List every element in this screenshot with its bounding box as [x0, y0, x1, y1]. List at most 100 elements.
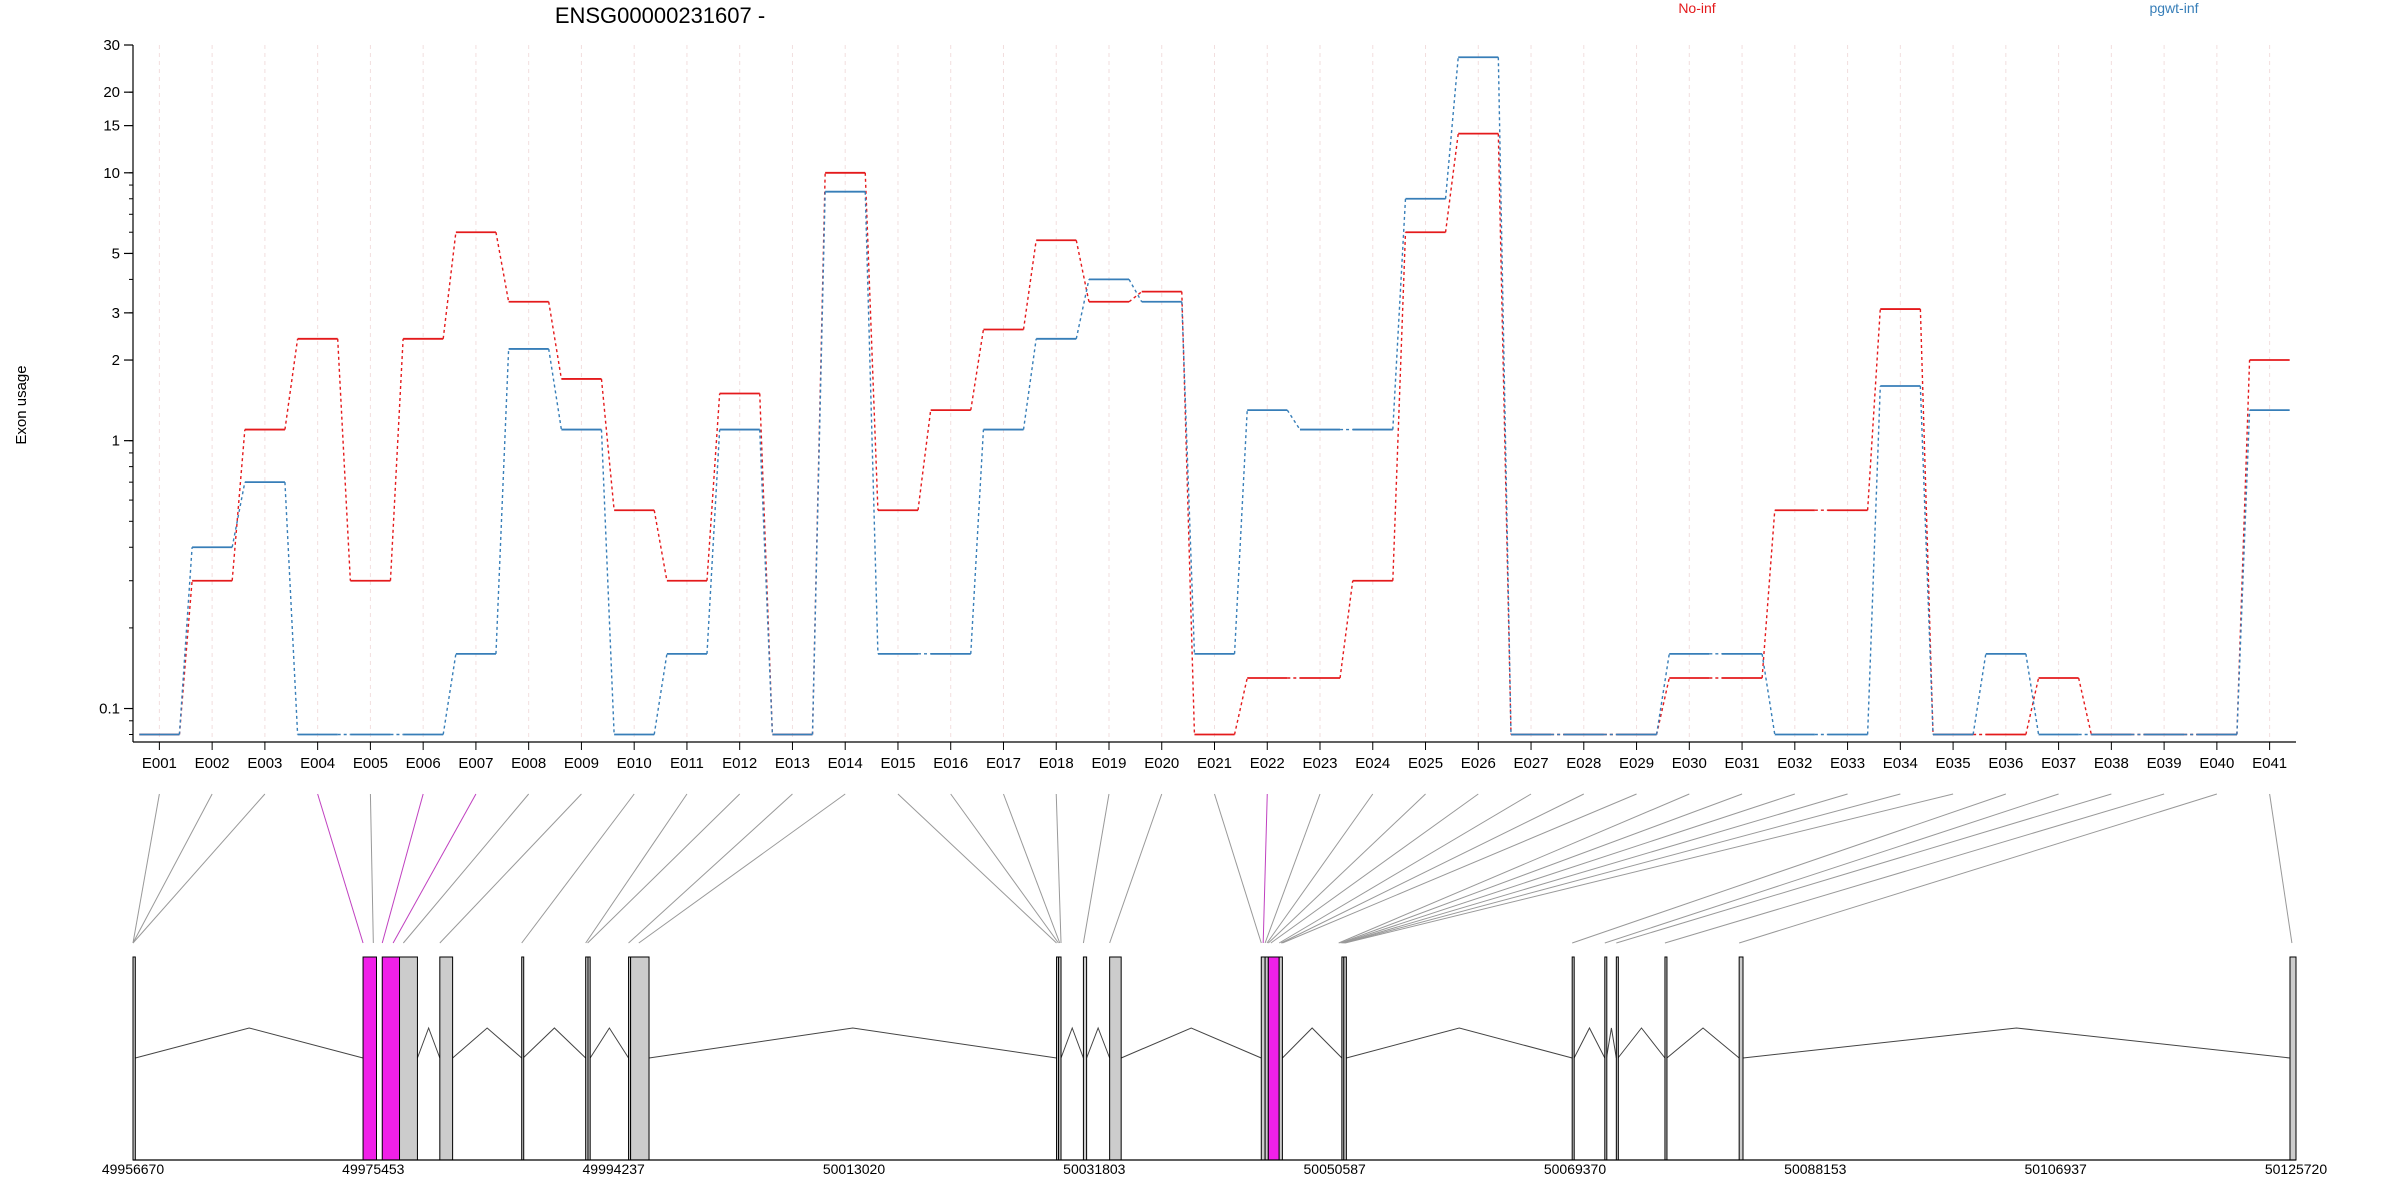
intron [452, 1027, 523, 1059]
connector-e026 [1270, 793, 1479, 944]
series-no-inf-connector [1233, 677, 1248, 735]
genomic-coordinate-label: 50069370 [1544, 1161, 1607, 1177]
x-tick-label-e035: E035 [1936, 755, 1971, 772]
series-no-inf-connector [284, 338, 299, 430]
y-tick-label: 1 [112, 433, 120, 450]
intron [589, 1027, 629, 1059]
y-axis-label: Exon usage [13, 365, 30, 444]
connector-e018 [1055, 793, 1062, 944]
exon-block [1058, 956, 1062, 1161]
y-tick-label: 30 [103, 37, 120, 54]
series-pgwt-inf-connector [495, 348, 510, 654]
series-no-inf-connector [970, 329, 985, 411]
connector-e005 [369, 793, 374, 944]
genomic-coordinate-label: 50106937 [2025, 1161, 2088, 1177]
series-pgwt-inf-connector [1022, 338, 1037, 430]
x-tick-label-e018: E018 [1039, 755, 1074, 772]
connector-e002 [132, 793, 213, 944]
series-pgwt-inf-connector [1919, 385, 1934, 735]
x-tick-label-e008: E008 [511, 755, 546, 772]
connector-e027 [1278, 793, 1532, 944]
x-tick-label-e037: E037 [2041, 755, 2076, 772]
series-no-inf-connector [1181, 291, 1196, 735]
connector-e023 [1264, 793, 1321, 944]
x-tick-label-e033: E033 [1830, 755, 1865, 772]
connector-e036 [1572, 793, 2007, 944]
legend-entry-no-inf: No-inf [1678, 0, 1715, 16]
x-tick-label-e020: E020 [1144, 755, 1179, 772]
series-no-inf-connector [653, 510, 668, 581]
series-no-inf-connector [389, 338, 404, 581]
exon-block-highlighted [381, 956, 401, 1161]
genomic-coordinate-label: 50050587 [1304, 1161, 1367, 1177]
legend-entry-pgwt-inf: pgwt-inf [2149, 0, 2198, 16]
genomic-coordinate-label: 49975453 [342, 1161, 405, 1177]
exon-block [587, 956, 591, 1161]
intron [648, 1027, 1057, 1059]
x-tick-label-e025: E025 [1408, 755, 1443, 772]
series-no-inf-connector [1128, 291, 1143, 303]
connector-e003 [132, 793, 266, 944]
series-pgwt-inf-connector [864, 191, 879, 654]
connector-e009 [439, 793, 582, 944]
series-no-inf-connector [548, 301, 563, 380]
connector-e008 [402, 793, 530, 944]
x-tick-label-e039: E039 [2147, 755, 2182, 772]
series-pgwt-inf-connector [1866, 385, 1881, 735]
y-tick-label: 5 [112, 245, 120, 262]
connector-e029 [1282, 793, 1637, 944]
x-tick-label-e036: E036 [1988, 755, 2023, 772]
x-tick-label-e034: E034 [1883, 755, 1918, 772]
x-tick-label-e003: E003 [247, 755, 282, 772]
series-pgwt-inf-connector [1075, 279, 1090, 339]
series-pgwt-inf-connector [1761, 653, 1776, 735]
intron [416, 1026, 441, 1059]
exon-block [630, 956, 650, 1161]
intron [1742, 1027, 2291, 1059]
series-no-inf-connector [495, 232, 510, 302]
y-tick-label: 3 [112, 305, 120, 322]
x-tick-label-e022: E022 [1250, 755, 1285, 772]
series-pgwt-inf-connector [1655, 653, 1670, 735]
series-no-inf-connector [1022, 240, 1037, 330]
series-no-inf-connector [1392, 232, 1407, 581]
gene-model: 49956670 49975453 49994237 50013020 50031803… [102, 956, 2328, 1177]
x-tick-label-e028: E028 [1566, 755, 1601, 772]
exon-block-highlighted [362, 956, 377, 1161]
x-tick-label-e031: E031 [1725, 755, 1760, 772]
series-no-inf-connector [1444, 133, 1459, 233]
series-pgwt-inf-connector [759, 429, 774, 735]
genomic-coordinate-label: 49956670 [102, 1161, 165, 1177]
intron [1617, 1027, 1666, 1059]
exon-block [1604, 956, 1608, 1161]
x-tick-label-e030: E030 [1672, 755, 1707, 772]
x-tick-label-e009: E009 [564, 755, 599, 772]
genomic-coordinate-label: 50125720 [2265, 1161, 2328, 1177]
intron [1605, 1027, 1617, 1059]
exon-block [1571, 956, 1575, 1161]
connector-e037 [1604, 793, 2059, 944]
exon-block [439, 956, 454, 1161]
x-tick-label-e006: E006 [406, 755, 441, 772]
connector-e004 [317, 793, 364, 944]
y-tick-label: 2 [112, 352, 120, 369]
series-no-inf-connector [442, 232, 457, 339]
connector-e016 [950, 793, 1059, 944]
series-pgwt-inf-connector [284, 482, 299, 735]
x-tick-label-e023: E023 [1302, 755, 1337, 772]
connector-e039 [1664, 793, 2165, 944]
exon-block [1109, 956, 1122, 1161]
connector-e017 [1003, 793, 1061, 944]
exon-block [521, 956, 525, 1161]
series-pgwt-inf-connector [1128, 279, 1143, 303]
x-tick-label-e015: E015 [880, 755, 915, 772]
exon-block [399, 956, 418, 1161]
series-pgwt-inf-connector [1972, 653, 1987, 735]
connector-e028 [1280, 793, 1585, 944]
y-tick-label: 15 [103, 118, 120, 135]
x-tick-label-e002: E002 [195, 755, 230, 772]
connector-e030 [1338, 793, 1690, 944]
series-no-inf-connector [917, 410, 932, 511]
connector-e021 [1214, 793, 1262, 944]
